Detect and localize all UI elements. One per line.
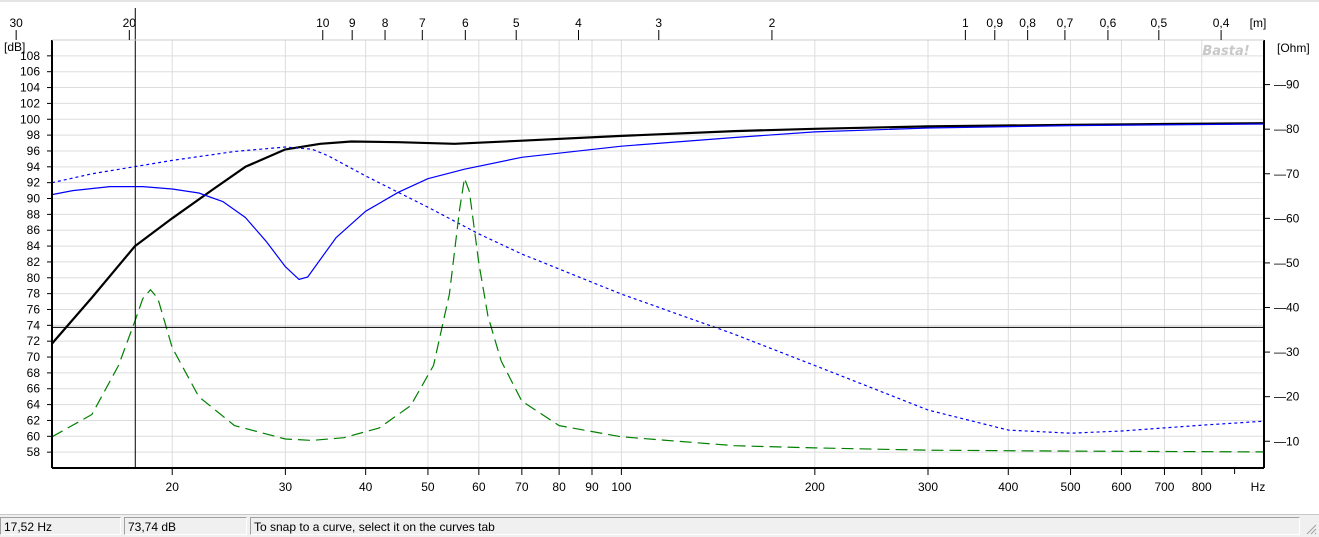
resize-grip-icon[interactable] [1305, 523, 1317, 535]
x-tick-label: 600 [1111, 480, 1131, 494]
top-tick-label: 0,4 [1213, 16, 1230, 30]
y-right-tick-label: —80 [1274, 122, 1300, 136]
y-right-tick-label: —60 [1274, 211, 1300, 225]
top-tick-label: 4 [575, 16, 582, 30]
x-tick-label: 90 [585, 480, 599, 494]
top-tick-label: 1 [962, 16, 969, 30]
top-tick-label: 30 [9, 16, 23, 30]
top-tick-label: 3 [655, 16, 662, 30]
series-line-4 [51, 177, 1265, 453]
status-level: 73,74 dB [124, 517, 247, 535]
top-tick-label: 5 [513, 16, 520, 30]
x-tick-label: 80 [552, 480, 566, 494]
x-tick-label: 60 [472, 480, 486, 494]
top-tick-label: 20 [123, 16, 137, 30]
top-tick-label: 0,5 [1150, 16, 1167, 30]
y-left-tick-label: 84 [27, 239, 41, 253]
y-left-tick-label: 108 [20, 49, 40, 63]
status-hint: To snap to a curve, select it on the cur… [250, 517, 1300, 535]
y-left-tick-label: 60 [27, 429, 41, 443]
status-bar: 17,52 Hz 73,74 dB To snap to a curve, se… [0, 514, 1319, 537]
x-tick-label: 500 [1061, 480, 1081, 494]
y-left-tick-label: 70 [27, 350, 41, 364]
y-left-tick-label: 68 [27, 366, 41, 380]
top-tick-label: 10 [316, 16, 330, 30]
y-left-tick-label: 72 [27, 334, 41, 348]
x-tick-label: 700 [1154, 480, 1174, 494]
y-right-tick-label: —30 [1274, 345, 1300, 359]
y-left-tick-label: 88 [27, 207, 41, 221]
top-unit-label: [m] [1250, 16, 1267, 30]
y-left-tick-label: 82 [27, 255, 41, 269]
x-unit-label: Hz [1251, 480, 1266, 494]
y-left-tick-label: 74 [27, 318, 41, 332]
top-tick-label: 0,8 [1019, 16, 1036, 30]
y-right-tick-label: —70 [1274, 167, 1300, 181]
top-tick-label: 0,9 [986, 16, 1003, 30]
y-left-tick-label: 58 [27, 445, 41, 459]
top-tick-label: 6 [462, 16, 469, 30]
x-tick-label: 40 [359, 480, 373, 494]
y-left-tick-label: 92 [27, 176, 41, 190]
series-line-1 [51, 122, 1265, 345]
series-line-2 [51, 123, 1265, 280]
y-left-tick-label: 98 [27, 128, 41, 142]
top-tick-label: 2 [769, 16, 776, 30]
y-left-tick-label: 102 [20, 96, 40, 110]
y-left-tick-label: 76 [27, 302, 41, 316]
chart[interactable]: 58 60 62 64 66 68 70 72 74 76 78 80 82 84 86 88 90 92 94 96… [0, 0, 1319, 514]
y-left-tick-label: 80 [27, 271, 41, 285]
y-left-tick-label: 106 [20, 65, 40, 79]
y-left-tick-label: 78 [27, 287, 41, 301]
x-tick-label: 800 [1192, 480, 1212, 494]
x-tick-label: 20 [166, 480, 180, 494]
x-tick-label: 300 [918, 480, 938, 494]
y-left-tick-label: 86 [27, 223, 41, 237]
y-left-unit-label: [dB] [4, 40, 25, 54]
y-right-tick-label: —50 [1274, 256, 1300, 270]
series-line-3 [51, 146, 1265, 434]
top-tick-label: 0,6 [1100, 16, 1117, 30]
y-right-tick-label: —90 [1274, 78, 1300, 92]
y-left-tick-label: 100 [20, 112, 40, 126]
y-left-tick-label: 64 [27, 398, 41, 412]
watermark-logo: Basta! [1202, 44, 1249, 59]
y-right-tick-label: —20 [1274, 390, 1300, 404]
top-tick-label: 0,7 [1057, 16, 1074, 30]
y-left-tick-label: 94 [27, 160, 41, 174]
x-tick-label: 30 [279, 480, 293, 494]
x-tick-label: 400 [998, 480, 1018, 494]
x-tick-label: 70 [515, 480, 529, 494]
y-left-tick-label: 96 [27, 144, 41, 158]
y-left-tick-label: 104 [20, 81, 40, 95]
top-tick-label: 8 [382, 16, 389, 30]
y-left-tick-label: 90 [27, 192, 41, 206]
top-tick-label: 9 [349, 16, 356, 30]
y-left-tick-label: 62 [27, 413, 41, 427]
x-tick-label: 100 [611, 480, 631, 494]
y-right-unit-label: [Ohm] [1277, 41, 1310, 55]
status-frequency: 17,52 Hz [0, 517, 121, 535]
y-right-tick-label: —40 [1274, 301, 1300, 315]
y-right-tick-label: —10 [1274, 434, 1300, 448]
y-left-tick-label: 66 [27, 382, 41, 396]
chart-svg[interactable]: 5860626466687072747678808284868890929496… [0, 0, 1319, 514]
top-tick-label: 7 [419, 16, 426, 30]
x-tick-label: 200 [805, 480, 825, 494]
x-tick-label: 50 [421, 480, 435, 494]
